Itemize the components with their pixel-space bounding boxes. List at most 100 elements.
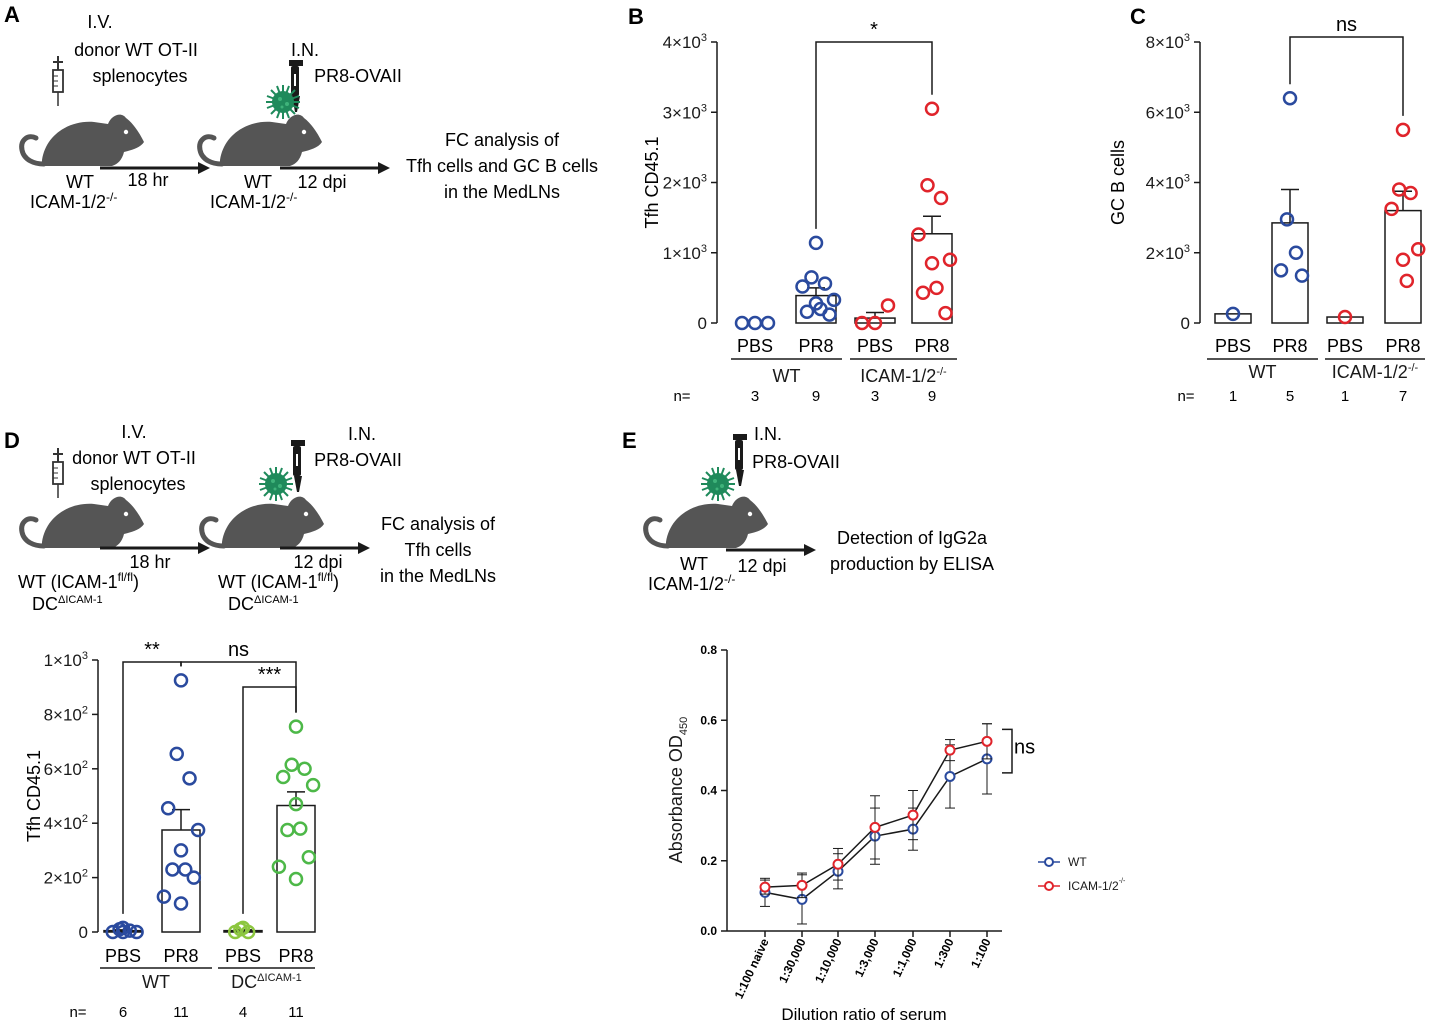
chart-d: 0 2×102 4×102 6×102 8×102 1×103 Tfh CD45.1 PBS 6… — [24, 639, 321, 1021]
bar — [854, 317, 896, 324]
significance-label: *** — [258, 664, 282, 686]
arrow-head-icon — [804, 544, 816, 556]
n-value: 3 — [871, 388, 879, 405]
y-tick-label: 1×103 — [663, 243, 707, 263]
x-tick-label: 1:30,000 — [776, 936, 809, 985]
panel-e-schematic: E I.N. PR8-OVAII 12 dpi WT ICAM-1/2-/- D… — [622, 424, 994, 594]
virus-icon — [265, 84, 301, 120]
n-value: 9 — [812, 388, 820, 405]
data-point — [1279, 212, 1295, 227]
data-point — [190, 822, 206, 838]
data-point — [907, 809, 919, 821]
n-value: 7 — [1399, 388, 1407, 405]
y-axis-label: Tfh CD45.1 — [642, 136, 662, 228]
y-tick-label: 2×103 — [663, 173, 707, 193]
panel-a-donor-line2: splenocytes — [92, 66, 187, 86]
data-point — [1337, 309, 1353, 325]
category-label: PBS — [1327, 336, 1363, 356]
bar — [1214, 313, 1252, 324]
x-tick-label: 1:1,000 — [890, 936, 920, 979]
mouse-icon — [646, 497, 768, 548]
y-tick-label: 6×103 — [1146, 102, 1190, 122]
y-tick-label: 6×102 — [44, 759, 88, 779]
y-tick-label: 0.6 — [700, 713, 717, 727]
data-point — [799, 304, 815, 320]
n-value: 5 — [1286, 388, 1294, 405]
data-point — [305, 777, 321, 793]
category-label: PBS — [857, 336, 893, 356]
n-label: n= — [69, 1004, 86, 1021]
panel-d-result-line1: FC analysis of — [381, 514, 496, 534]
panel-e-arrow-label: 12 dpi — [737, 556, 786, 576]
panel-a-virus-label: PR8-OVAII — [314, 66, 402, 86]
data-point — [122, 923, 138, 938]
data-point — [817, 276, 833, 291]
y-tick-label: 8×102 — [44, 704, 88, 724]
data-point — [760, 315, 776, 331]
category-label: PBS — [737, 336, 773, 356]
data-point — [944, 744, 956, 756]
data-point — [747, 315, 763, 331]
y-tick-label: 2×103 — [1146, 243, 1190, 263]
data-point — [1384, 201, 1399, 217]
x-tick-label: 1:300 — [931, 936, 957, 970]
data-point — [156, 889, 172, 904]
significance-label: * — [870, 19, 878, 41]
panel-e-result-line1: Detection of IgG2a — [837, 528, 988, 548]
data-point — [129, 924, 144, 940]
chart-e: 0.0 0.2 0.4 0.6 0.8 1:100 naive 1:30,000 1:10,0… — [666, 643, 1126, 1024]
data-point — [796, 879, 808, 891]
data-point — [271, 859, 287, 874]
panel-e-in-label: I.N. — [754, 424, 782, 444]
data-point — [942, 252, 958, 268]
legend-label: ICAM-1/2-/- — [1068, 878, 1126, 893]
significance-label: ** — [144, 639, 160, 661]
data-point — [169, 746, 184, 762]
panel-d-mouse2-dc: DCΔICAM-1 — [228, 594, 299, 614]
mouse-icon — [202, 497, 324, 548]
panel-d-in-label: I.N. — [348, 424, 376, 444]
panel-d-mouse1-dc: DCΔICAM-1 — [32, 594, 103, 614]
data-point — [981, 735, 993, 747]
virus-icon — [258, 466, 294, 502]
n-value: 3 — [751, 388, 759, 405]
data-point — [1395, 122, 1411, 138]
data-point — [915, 285, 931, 301]
x-tick-label: 1:3,000 — [852, 936, 882, 979]
n-value: 11 — [288, 1004, 304, 1021]
panel-d-mouse2-genotype: WT (ICAM-1fl/fl) — [218, 570, 339, 592]
arrow-head-icon — [358, 542, 370, 554]
panel-d-mouse1-genotype: WT (ICAM-1fl/fl) — [18, 570, 139, 592]
panel-a-mouse2-genotype: ICAM-1/2-/- — [210, 190, 297, 212]
data-point — [1225, 306, 1241, 322]
arrow-head-icon — [198, 542, 210, 554]
n-value: 11 — [173, 1004, 189, 1021]
n-value: 1 — [1341, 388, 1349, 405]
data-point — [160, 800, 176, 816]
y-axis-label: Tfh CD45.1 — [24, 750, 44, 842]
data-point — [938, 305, 953, 321]
syringe-icon — [52, 55, 64, 107]
mouse-icon — [22, 497, 144, 548]
comparison-bracket — [242, 686, 297, 914]
data-point — [944, 770, 956, 782]
data-point — [186, 870, 202, 885]
legend-label: WT — [1068, 855, 1087, 869]
data-point — [867, 315, 883, 331]
y-tick-label: 4×103 — [663, 32, 707, 52]
arrow-head-icon — [198, 162, 210, 174]
panel-a-mouse1-wt: WT — [66, 172, 94, 192]
syringe-icon — [52, 447, 64, 499]
comparison-bracket — [815, 41, 933, 229]
category-label: PR8 — [798, 336, 833, 356]
panel-d-donor-line1: donor WT OT-II — [72, 448, 196, 468]
mouse-icon — [200, 115, 322, 166]
data-point — [280, 822, 295, 838]
data-point — [1395, 252, 1411, 268]
category-label: PR8 — [163, 946, 198, 966]
x-tick-label: 1:100 naive — [732, 936, 772, 1001]
data-point — [924, 101, 940, 116]
panel-d-donor-line2: splenocytes — [90, 474, 185, 494]
panel-d-arrow1-label: 18 hr — [129, 552, 170, 572]
